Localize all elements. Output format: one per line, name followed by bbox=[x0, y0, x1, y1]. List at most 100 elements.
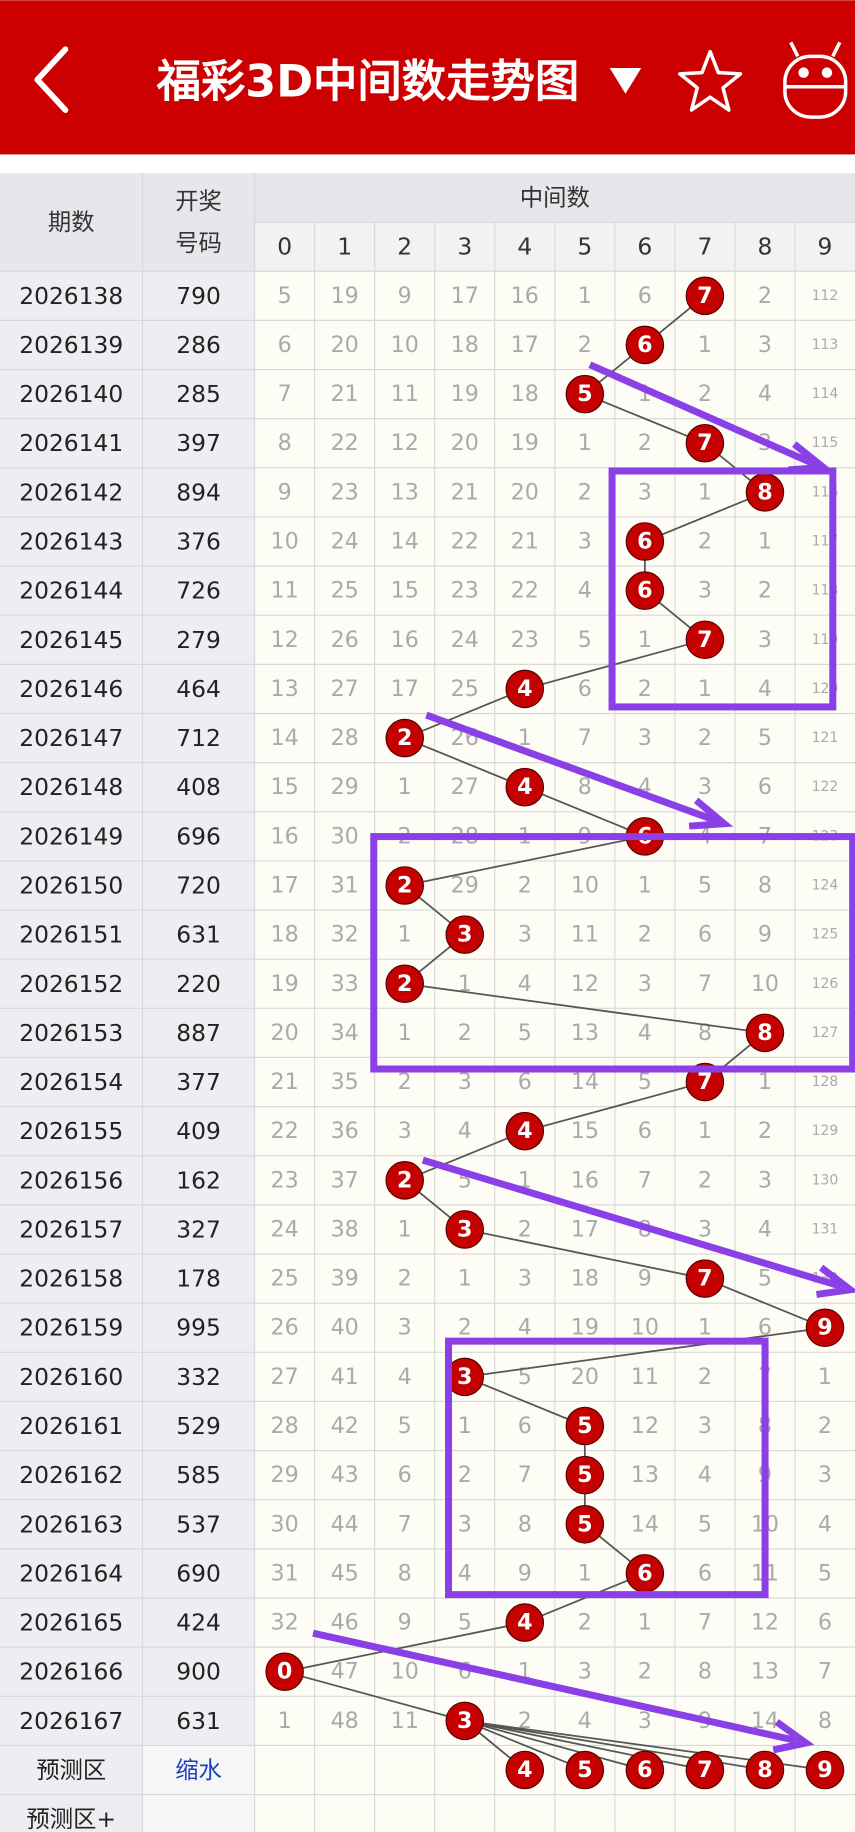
favorite-button[interactable] bbox=[678, 49, 743, 112]
miss-count: 22 bbox=[451, 529, 479, 555]
miss-count: 4 bbox=[758, 381, 772, 407]
miss-count: 124 bbox=[812, 877, 839, 893]
miss-count: 3 bbox=[458, 1511, 472, 1537]
miss-count: 129 bbox=[812, 1123, 839, 1139]
miss-count: 7 bbox=[698, 971, 712, 997]
miss-count: 6 bbox=[638, 283, 652, 309]
miss-count: 131 bbox=[812, 1221, 839, 1237]
shrink-link[interactable]: 缩水 bbox=[175, 1756, 222, 1784]
miss-count: 1 bbox=[698, 479, 712, 505]
hit-ball-label: 9 bbox=[817, 1315, 832, 1341]
miss-count: 7 bbox=[698, 1610, 712, 1636]
miss-count: 47 bbox=[331, 1659, 359, 1685]
predict-ball-label: 8 bbox=[757, 1757, 772, 1783]
predict-ball bbox=[805, 1750, 845, 1790]
miss-count: 24 bbox=[451, 627, 479, 653]
miss-count: 6 bbox=[758, 1315, 772, 1341]
miss-count: 30 bbox=[271, 1511, 299, 1537]
miss-count: 44 bbox=[331, 1511, 359, 1537]
miss-count: 14 bbox=[571, 1069, 599, 1095]
hit-ball-label: 4 bbox=[517, 676, 532, 702]
miss-count: 20 bbox=[451, 430, 479, 456]
draw-number: 712 bbox=[176, 724, 221, 752]
miss-count: 15 bbox=[391, 578, 419, 604]
hit-ball-label: 7 bbox=[697, 1266, 712, 1292]
period-col-bg bbox=[0, 271, 255, 1832]
hit-ball bbox=[505, 1111, 545, 1151]
miss-count: 19 bbox=[451, 381, 479, 407]
robot-button[interactable] bbox=[783, 41, 848, 119]
miss-count: 38 bbox=[331, 1216, 359, 1242]
miss-count: 6 bbox=[638, 1118, 652, 1144]
hit-ball bbox=[745, 1013, 785, 1053]
miss-count: 4 bbox=[518, 1315, 532, 1341]
back-button[interactable] bbox=[34, 46, 69, 113]
draw-number: 285 bbox=[176, 380, 221, 408]
hit-ball bbox=[385, 718, 424, 758]
period: 2026153 bbox=[19, 1019, 123, 1047]
miss-count: 9 bbox=[638, 1266, 652, 1292]
miss-count: 12 bbox=[631, 1413, 659, 1439]
miss-count: 2 bbox=[638, 430, 652, 456]
header-digit: 1 bbox=[337, 233, 352, 261]
miss-count: 3 bbox=[698, 1216, 712, 1242]
period: 2026164 bbox=[19, 1559, 123, 1587]
miss-count: 14 bbox=[391, 529, 419, 555]
miss-count: 4 bbox=[458, 1118, 472, 1144]
miss-count: 14 bbox=[271, 725, 299, 751]
hit-ball bbox=[685, 1259, 725, 1298]
miss-count: 10 bbox=[391, 1659, 419, 1685]
hit-ball bbox=[685, 276, 725, 316]
draw-number: 279 bbox=[176, 626, 221, 654]
period: 2026143 bbox=[19, 528, 123, 556]
miss-count: 16 bbox=[271, 823, 299, 849]
miss-count: 1 bbox=[698, 1315, 712, 1341]
miss-count: 1 bbox=[638, 1610, 652, 1636]
miss-count: 5 bbox=[758, 1266, 772, 1292]
miss-count: 6 bbox=[278, 332, 292, 358]
miss-count: 1 bbox=[758, 1069, 772, 1095]
miss-count: 3 bbox=[758, 1167, 772, 1193]
page-title[interactable]: 福彩3D中间数走势图 bbox=[156, 57, 580, 108]
miss-count: 3 bbox=[458, 1069, 472, 1095]
period: 2026152 bbox=[19, 970, 123, 998]
header-digit: 0 bbox=[277, 233, 292, 261]
miss-count: 8 bbox=[758, 872, 772, 898]
draw-number: 887 bbox=[176, 1019, 221, 1047]
header-digit: 5 bbox=[577, 233, 592, 261]
dropdown-arrow[interactable] bbox=[609, 68, 642, 94]
hit-ball-label: 8 bbox=[757, 1020, 772, 1046]
miss-count: 5 bbox=[758, 725, 772, 751]
miss-count: 4 bbox=[638, 1020, 652, 1046]
miss-count: 11 bbox=[571, 922, 599, 948]
miss-count: 8 bbox=[578, 774, 592, 800]
hit-ball bbox=[265, 1652, 304, 1691]
period: 2026156 bbox=[19, 1166, 123, 1194]
predict-line bbox=[464, 1720, 646, 1771]
hit-ball bbox=[685, 1062, 725, 1102]
miss-count: 4 bbox=[578, 578, 592, 604]
miss-count: 11 bbox=[391, 381, 419, 407]
miss-count: 2 bbox=[578, 332, 592, 358]
hit-ball-label: 3 bbox=[457, 1364, 472, 1390]
miss-count: 6 bbox=[698, 922, 712, 948]
miss-count: 1 bbox=[278, 1708, 292, 1734]
miss-count: 6 bbox=[758, 774, 772, 800]
header-number: 开奖 bbox=[175, 187, 222, 215]
hit-ball-label: 7 bbox=[697, 430, 712, 456]
miss-count: 2 bbox=[458, 1020, 472, 1046]
miss-count: 1 bbox=[398, 1216, 412, 1242]
header-digit: 6 bbox=[637, 233, 652, 261]
header-period: 期数 bbox=[48, 208, 95, 236]
hit-ball-label: 8 bbox=[757, 479, 772, 505]
draw-number: 537 bbox=[176, 1510, 221, 1538]
miss-count: 1 bbox=[398, 1020, 412, 1046]
hit-ball bbox=[445, 1701, 485, 1741]
hit-ball bbox=[805, 1308, 845, 1348]
hit-ball-label: 3 bbox=[457, 1216, 472, 1242]
draw-number: 690 bbox=[176, 1559, 221, 1587]
miss-count: 8 bbox=[278, 430, 292, 456]
miss-count: 1 bbox=[698, 676, 712, 702]
miss-count: 8 bbox=[698, 1020, 712, 1046]
miss-count: 6 bbox=[518, 1413, 532, 1439]
